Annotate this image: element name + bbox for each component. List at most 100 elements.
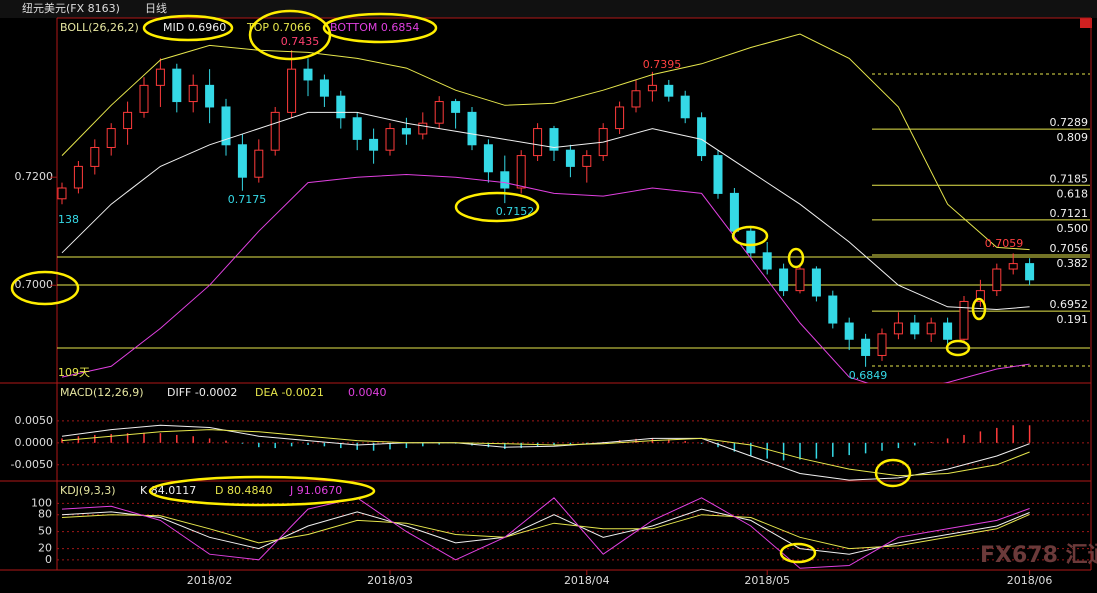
side-label: 138 (58, 213, 79, 226)
y-tick-label: 0.0000 (15, 436, 54, 449)
candle-body (697, 117, 707, 157)
legend-label: D 80.4840 (215, 484, 272, 497)
candle-body (483, 144, 493, 173)
plot: 0.7200 0.7000 0.7289 0.809 0.7185 0.618 0.7121… (11, 21, 1091, 587)
level-price: 0.6952 (1050, 298, 1089, 311)
bollinger-line (61, 33, 1030, 251)
candle-body (401, 128, 411, 135)
candle-body (680, 95, 690, 119)
x-tick-label: 2018/06 (1007, 574, 1053, 587)
candle-body (893, 322, 903, 335)
legend-label: DEA -0.0021 (255, 386, 324, 399)
candle-body (861, 338, 871, 356)
price-annotation: 0.7152 (496, 205, 535, 218)
level-ratio: 0.191 (1057, 313, 1089, 326)
candle-body (729, 192, 739, 232)
y-tick-label: 50 (38, 525, 52, 538)
candle-body (943, 322, 953, 340)
level-ratio: 0.382 (1057, 257, 1089, 270)
candle-body (205, 84, 215, 108)
panel-borders (0, 17, 1092, 571)
price-annotation: 0.7435 (281, 35, 320, 48)
candle-body (811, 268, 821, 297)
legend-label: KDJ(9,3,3) (60, 484, 116, 497)
corner-marker (1080, 18, 1092, 28)
candle-body (795, 268, 805, 292)
level-price: 0.7121 (1050, 207, 1089, 220)
candle-body (73, 165, 83, 189)
candle-body (1025, 263, 1035, 281)
x-tick-label: 2018/05 (744, 574, 790, 587)
candle-body (172, 68, 182, 103)
y-tick-label: 20 (38, 542, 52, 555)
level-ratio: 0.618 (1057, 187, 1089, 200)
candle-body (533, 128, 543, 157)
x-tick-label: 2018/02 (187, 574, 233, 587)
candle-body (877, 333, 887, 356)
candle-body (779, 268, 789, 292)
side-label: 109天 (58, 366, 90, 379)
period[interactable]: 日线 (145, 1, 167, 15)
candle-body (664, 84, 674, 97)
y-tick-label: 0.7000 (15, 278, 54, 291)
highlight-ellipses (10, 9, 987, 564)
price-annotation: 0.7175 (228, 193, 267, 206)
candle-body (582, 155, 592, 167)
price-series (57, 33, 1035, 383)
candle-body (188, 84, 198, 103)
candle-body (57, 187, 67, 200)
y-tick-label: 0.0050 (15, 414, 54, 427)
candle-body (516, 155, 526, 189)
indicator-line (61, 429, 1030, 477)
price-annotation: 0.7059 (985, 237, 1024, 250)
candle-body (418, 122, 428, 135)
x-tick-label: 2018/03 (367, 574, 413, 587)
y-tick-label: 0.7200 (15, 170, 54, 183)
y-tick-label: 100 (31, 496, 52, 509)
indicator-line (61, 497, 1030, 569)
price-annotation: 0.6849 (849, 369, 888, 382)
candle-body (369, 138, 379, 151)
candle-body (467, 111, 477, 146)
candle-body (451, 101, 461, 113)
candle-body (549, 128, 559, 151)
candle-body (975, 290, 985, 302)
candle-body (631, 90, 641, 108)
candle-body (959, 300, 969, 340)
level-price: 0.7056 (1050, 242, 1089, 255)
level-price: 0.7289 (1050, 116, 1089, 129)
candle-body (287, 68, 297, 113)
candle-body (828, 295, 838, 324)
candle-body (713, 155, 723, 194)
candle-body (123, 111, 133, 130)
x-tick-label: 2018/04 (564, 574, 610, 587)
symbol[interactable]: 纽元美元(FX 8163) (22, 1, 120, 15)
candle-body (221, 106, 231, 146)
legend-label: TOP 0.7066 (246, 21, 311, 34)
candle-body (910, 322, 920, 335)
candle-body (926, 322, 936, 335)
legend-label: MID 0.6960 (163, 21, 226, 34)
level-ratio: 0.500 (1057, 222, 1089, 235)
candle-body (270, 111, 280, 151)
legend-label: MACD(12,26,9) (60, 386, 144, 399)
watermark: FX678 汇通网 (980, 543, 1097, 568)
level-price: 0.7185 (1050, 172, 1089, 185)
y-tick-label: -0.0050 (11, 458, 53, 471)
level-ratio: 0.809 (1057, 131, 1089, 144)
legend-label: BOTTOM 0.6854 (330, 21, 419, 34)
candle-body (615, 106, 625, 130)
candle-body (762, 252, 772, 270)
candle-body (237, 144, 247, 178)
candle-body (647, 84, 657, 92)
candle-body (1008, 263, 1018, 270)
candle-body (336, 95, 346, 119)
price-annotation: 0.7395 (643, 58, 682, 71)
candle-body (106, 128, 116, 148)
candle-body (352, 117, 362, 140)
legend-label: K 84.0117 (140, 484, 196, 497)
candle-body (565, 149, 575, 167)
candle-body (254, 149, 264, 178)
